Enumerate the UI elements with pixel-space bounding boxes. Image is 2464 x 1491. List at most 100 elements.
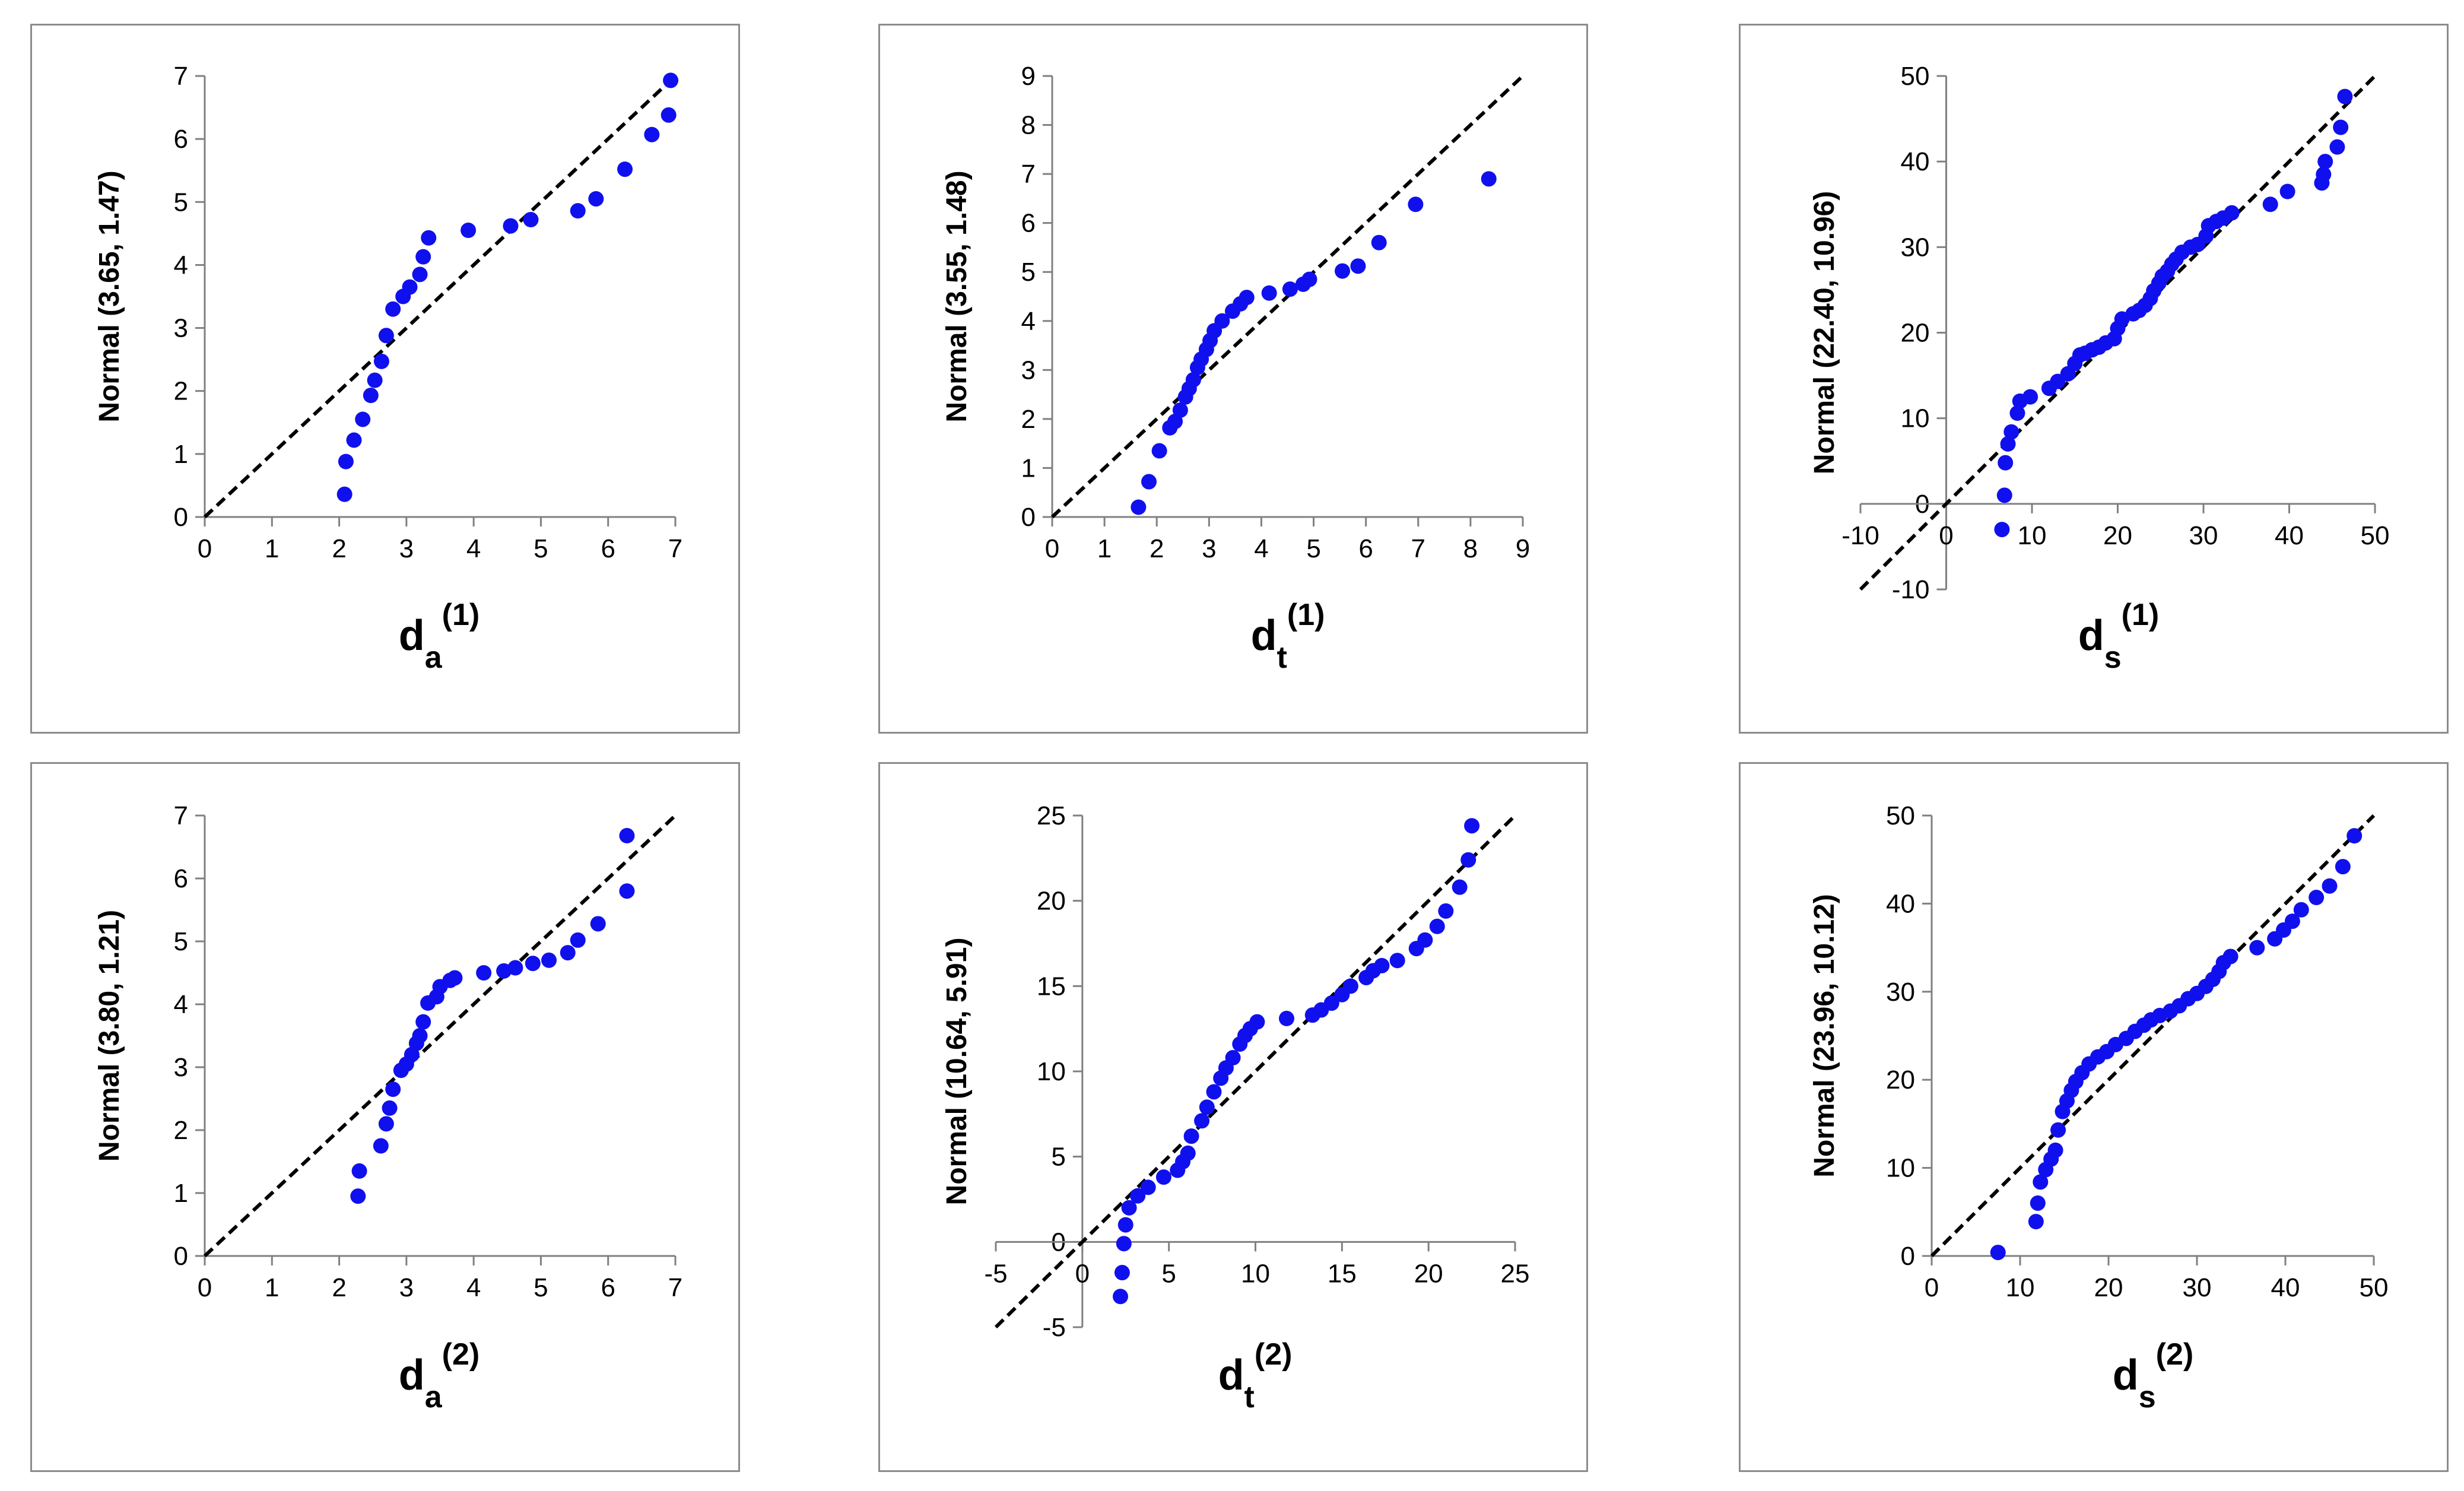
data-point xyxy=(644,126,660,142)
x-tick-label: 5 xyxy=(534,534,548,563)
data-point xyxy=(560,945,576,961)
x-tick-label: 50 xyxy=(2360,1273,2389,1302)
data-point xyxy=(1114,1265,1130,1281)
data-point xyxy=(1994,522,2010,538)
data-point xyxy=(2322,878,2338,894)
data-point xyxy=(590,916,606,932)
data-point xyxy=(2293,902,2309,918)
y-axis-title: Normal (3.55, 1.48) xyxy=(941,170,973,422)
data-point xyxy=(541,952,557,968)
y-tick-label: 25 xyxy=(1037,801,1066,830)
data-point xyxy=(1464,818,1480,834)
y-tick-label: -10 xyxy=(1892,575,1930,604)
y-tick-label: 7 xyxy=(174,62,188,91)
data-point xyxy=(350,1188,366,1204)
x-axis-title: da(2) xyxy=(399,1337,480,1414)
reference-line xyxy=(203,814,677,1258)
data-point xyxy=(507,960,523,976)
x-tick-label: 5 xyxy=(534,1273,548,1302)
data-point xyxy=(373,353,389,369)
data-point xyxy=(2279,183,2295,199)
data-point xyxy=(1249,1014,1265,1030)
y-tick-label: 30 xyxy=(1901,233,1930,262)
x-tick-label: 2 xyxy=(332,534,346,563)
data-point xyxy=(367,372,383,388)
y-axis-title: Normal (22.40, 10.96) xyxy=(1809,191,1840,475)
x-tick-label: 10 xyxy=(1241,1259,1270,1288)
y-axis-title: Normal (3.65, 1.47) xyxy=(94,170,125,422)
x-axis-title: ds(2) xyxy=(2113,1337,2193,1414)
data-point xyxy=(2316,166,2332,182)
data-point xyxy=(619,883,635,899)
data-point xyxy=(1113,1289,1128,1305)
data-point xyxy=(378,328,394,344)
data-point xyxy=(617,161,633,177)
qq-chart-6: 0 10 20 30 40 50 0 10 20 30 40 50 Normal (23.96, 10.… xyxy=(1809,801,2388,1414)
data-point xyxy=(2028,1214,2044,1230)
x-tick-label: 1 xyxy=(265,1273,279,1302)
x-tick-label: 8 xyxy=(1463,534,1478,563)
data-point xyxy=(2249,940,2265,956)
x-tick-label: 20 xyxy=(1414,1259,1443,1288)
data-point xyxy=(2000,436,2016,452)
y-tick-label: 10 xyxy=(1037,1057,1066,1086)
data-point xyxy=(2047,1142,2063,1158)
data-point xyxy=(663,72,679,88)
y-tick-label: 5 xyxy=(1021,258,1036,287)
data-point xyxy=(619,827,635,843)
data-point xyxy=(1140,1179,1156,1195)
data-point xyxy=(355,411,371,427)
y-tick-label: 5 xyxy=(1051,1143,1065,1172)
y-tick-label: 50 xyxy=(1886,801,1915,830)
data-point xyxy=(415,249,431,265)
y-tick-label: 3 xyxy=(174,314,188,343)
data-point xyxy=(1155,1169,1171,1185)
data-point xyxy=(1151,443,1167,459)
x-axis-title: dt(1) xyxy=(1251,598,1325,675)
y-tick-label: 6 xyxy=(1021,209,1036,238)
data-point xyxy=(412,1028,428,1043)
data-point xyxy=(2284,913,2300,930)
x-tick-label: 50 xyxy=(2361,521,2390,550)
data-point xyxy=(378,1116,394,1132)
x-axis-title: dt(2) xyxy=(1218,1337,1293,1414)
data-point xyxy=(338,453,354,469)
data-point xyxy=(363,388,379,404)
data-point xyxy=(373,1138,389,1154)
data-point xyxy=(570,932,586,948)
y-tick-label: -5 xyxy=(1043,1313,1066,1342)
qq-chart-4: 0 1 2 3 4 5 6 7 0 1 2 3 4 5 6 7 Normal (3.80, 1.21) da(2) xyxy=(94,801,682,1414)
data-point xyxy=(1121,1200,1137,1216)
y-tick-label: 20 xyxy=(1886,1065,1915,1095)
data-point xyxy=(2335,859,2351,875)
y-tick-label: 9 xyxy=(1021,62,1036,91)
data-point xyxy=(2222,948,2238,965)
x-tick-label: 30 xyxy=(2189,521,2218,550)
data-point xyxy=(1117,1217,1133,1233)
y-axis-title: Normal (23.96, 10.12) xyxy=(1809,894,1840,1178)
data-point xyxy=(2003,424,2020,440)
x-tick-label: 20 xyxy=(2103,521,2132,550)
y-tick-label: 8 xyxy=(1021,111,1036,140)
data-point xyxy=(415,1014,431,1030)
x-tick-label: 6 xyxy=(601,534,615,563)
y-tick-label: 30 xyxy=(1886,978,1915,1007)
x-tick-label: 1 xyxy=(265,534,279,563)
y-tick-label: 0 xyxy=(174,503,188,532)
x-tick-label: 7 xyxy=(1411,534,1425,563)
y-tick-label: 10 xyxy=(1886,1154,1915,1183)
data-point xyxy=(1996,487,2012,503)
data-point xyxy=(1239,290,1255,306)
y-tick-label: 4 xyxy=(1021,307,1036,336)
x-tick-label: 5 xyxy=(1161,1259,1176,1288)
x-tick-label: 25 xyxy=(1501,1259,1530,1288)
data-point xyxy=(1990,1245,2006,1261)
data-point xyxy=(525,956,541,972)
y-tick-label: 3 xyxy=(174,1053,188,1082)
data-point xyxy=(382,1100,398,1116)
data-point xyxy=(2030,1195,2046,1211)
data-point xyxy=(1180,1145,1196,1161)
data-point xyxy=(588,191,604,207)
y-tick-label: 2 xyxy=(174,377,188,406)
data-point xyxy=(1141,474,1157,490)
